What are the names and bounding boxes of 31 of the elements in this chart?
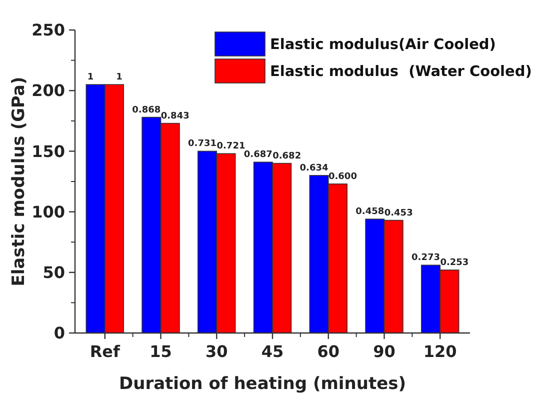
legend-label: Elastic modulus (Water Cooled) [270,64,532,80]
annotation: 0.687 [244,150,272,160]
y-axis-title: Elastic modulus (GPa) [9,76,29,286]
y-tick-label: 0 [54,324,65,343]
x-axis-title: Duration of heating (minutes) [118,374,406,394]
annotation: 1 [87,72,94,83]
annotation: 0.843 [160,111,190,122]
x-tick-label: Ref [90,342,121,361]
legend-label: Elastic modulus(Air Cooled) [270,37,496,54]
annotation: 0.458 [356,207,384,218]
x-tick-label: 15 [150,342,172,361]
annotation: 0.273 [412,253,440,264]
annotation: 0.600 [328,172,357,182]
annotation: 0.453 [384,208,413,218]
y-tick-label: 50 [42,263,65,282]
annotation: 0.731 [188,139,217,150]
y-tick-label: 200 [32,81,65,100]
annotation: 1 [116,72,122,83]
y-tick-label: 250 [32,20,65,40]
annotation: 0.253 [440,258,469,268]
annotation: 0.868 [132,105,161,116]
annotation: 0.721 [216,142,246,152]
x-tick-label: 30 [205,342,228,361]
y-tick-label: 100 [32,202,65,222]
annotation: 0.634 [300,163,328,174]
x-tick-label: 90 [373,342,396,361]
annotation: 0.682 [272,151,302,162]
x-tick-label: 120 [423,342,457,361]
x-tick-label: 60 [317,342,340,361]
y-tick-label: 150 [32,142,65,161]
x-tick-label: 45 [261,342,284,361]
